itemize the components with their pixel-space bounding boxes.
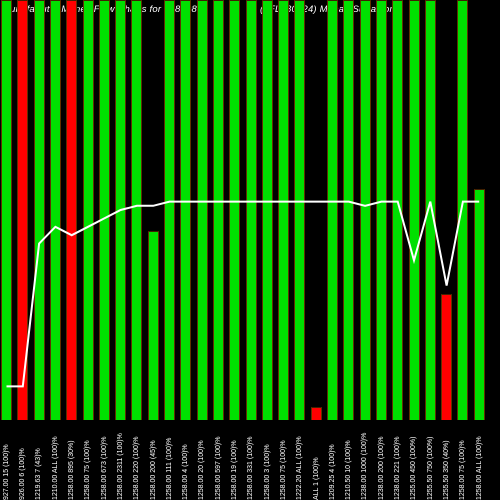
x-label: 1258.00 75 (100)% (84, 440, 91, 500)
x-label: 1258.00 895 (30%) (68, 440, 75, 500)
x-label: 1258.00 200 (45)% (150, 440, 157, 500)
x-label: 1258.00 220 (100)% (133, 437, 140, 500)
x-label: 1222.20 ALL (100)% (296, 436, 303, 500)
x-label: 1258.00 3 (100)% (264, 444, 271, 500)
x-label: 1209.25 4 (100)% (329, 444, 336, 500)
x-label: 1258.00 75 (100)% (459, 440, 466, 500)
x-label: 1210.00 ALL (100)% (52, 436, 59, 500)
x-label: 1258.00 20 (100)% (198, 440, 205, 500)
x-label: ALL 1 (100)% (313, 457, 320, 500)
x-label: 1238.00 1000 (100)% (361, 433, 368, 500)
x-label: 1210.50 10 (100)% (345, 440, 352, 500)
x-label: 1255.50 750 (100%) (427, 437, 434, 500)
x-label: 1258.00 111 (100)% (166, 438, 173, 500)
x-label: 1258.00 331 (100)% (247, 437, 254, 500)
line-overlay (0, 0, 500, 420)
x-label: 1258.00 75 (100)% (280, 440, 287, 500)
x-label: 1255.50 350 (40%) (443, 440, 450, 500)
x-label: 1258.00 597 (100)% (215, 437, 222, 500)
x-label: 1238.00 200 (100)% (378, 437, 385, 500)
x-label: 1219.63 7 (43)% (35, 448, 42, 500)
x-label: 1238.00 221 (100)% (394, 437, 401, 500)
x-label: 1258.00 673 (100)% (101, 437, 108, 500)
x-label: 1258.00 2311 (100)% (117, 433, 124, 500)
x-label: 927.00 15 (100)% (3, 444, 10, 500)
x-axis-labels: 927.00 15 (100)% 926.00 6 (100)% 1219.63 7… (0, 420, 500, 500)
x-label: 1255.00 450 (100%) (410, 437, 417, 500)
money-flow-line (7, 202, 480, 387)
x-label: 1258.00 4 (100)% (182, 444, 189, 500)
money-flow-chart: MunafaSutra Money Flow Charts for 938098… (0, 0, 500, 420)
x-label: 1258.00 19 (100)% (231, 440, 238, 500)
x-label: 1258.00 ALL (100)% (476, 436, 483, 500)
x-label: 926.00 6 (100)% (19, 448, 26, 500)
